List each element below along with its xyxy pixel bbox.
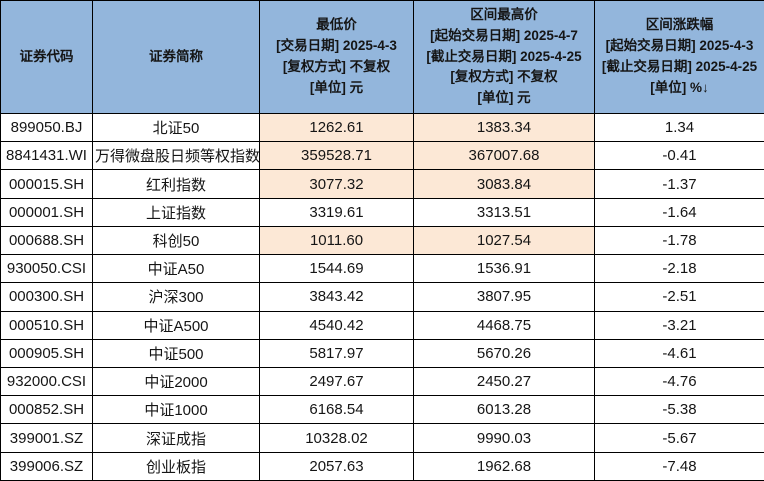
cell-code: 932000.CSI	[0, 366, 93, 397]
cell-high: 9990.03	[413, 423, 595, 453]
header-row: 证券代码 证券简称 最低价 [交易日期] 2025-4-3 [复权方式] 不复权…	[0, 0, 764, 114]
cell-low: 3077.32	[259, 169, 414, 199]
cell-name: 中证500	[92, 338, 260, 368]
table-body: 899050.BJ 北证50 1262.61 1383.34 1.34 8841431.W…	[0, 112, 764, 481]
cell-low: 1011.60	[259, 225, 414, 256]
cell-low: 1544.69	[259, 254, 414, 284]
cell-name: 创业板指	[92, 451, 260, 481]
cell-low: 10328.02	[259, 423, 414, 453]
cell-high: 1027.54	[413, 225, 595, 256]
cell-code: 899050.BJ	[0, 112, 93, 143]
column-header-low-price: 最低价 [交易日期] 2025-4-3 [复权方式] 不复权 [单位] 元	[259, 0, 414, 114]
cell-name: 中证A50	[92, 254, 260, 284]
cell-code: 399006.SZ	[0, 451, 93, 481]
cell-name: 中证A500	[92, 310, 260, 340]
cell-code: 000905.SH	[0, 338, 93, 368]
cell-change: -0.41	[594, 141, 764, 171]
cell-low: 1262.61	[259, 112, 414, 143]
cell-code: 8841431.WI	[0, 141, 93, 171]
column-header-range-high-price: 区间最高价 [起始交易日期] 2025-4-7 [截止交易日期] 2025-4-…	[413, 0, 595, 114]
cell-low: 5817.97	[259, 338, 414, 368]
cell-low: 2057.63	[259, 451, 414, 481]
cell-code: 000510.SH	[0, 310, 93, 340]
cell-high: 1536.91	[413, 254, 595, 284]
cell-code: 000001.SH	[0, 197, 93, 227]
table-row: 000015.SH 红利指数 3077.32 3083.84 -1.37	[0, 169, 764, 199]
cell-code: 000852.SH	[0, 395, 93, 425]
cell-low: 3319.61	[259, 197, 414, 227]
table-row: 399001.SZ 深证成指 10328.02 9990.03 -5.67	[0, 423, 764, 453]
cell-high: 3083.84	[413, 169, 595, 199]
cell-change: -3.21	[594, 310, 764, 340]
cell-low: 4540.42	[259, 310, 414, 340]
cell-change: -1.37	[594, 169, 764, 199]
cell-name: 中证2000	[92, 366, 260, 397]
cell-change: 1.34	[594, 112, 764, 143]
cell-name: 中证1000	[92, 395, 260, 425]
cell-code: 000688.SH	[0, 225, 93, 256]
cell-low: 6168.54	[259, 395, 414, 425]
cell-code: 000015.SH	[0, 169, 93, 199]
cell-low: 2497.67	[259, 366, 414, 397]
cell-name: 万得微盘股日频等权指数	[92, 141, 260, 171]
cell-change: -1.64	[594, 197, 764, 227]
cell-name: 深证成指	[92, 423, 260, 453]
cell-high: 6013.28	[413, 395, 595, 425]
cell-name: 红利指数	[92, 169, 260, 199]
table-row: 399006.SZ 创业板指 2057.63 1962.68 -7.48	[0, 451, 764, 481]
cell-change: -2.51	[594, 282, 764, 312]
table-row: 932000.CSI 中证2000 2497.67 2450.27 -4.76	[0, 366, 764, 397]
table-row: 000001.SH 上证指数 3319.61 3313.51 -1.64	[0, 197, 764, 227]
table-row: 000905.SH 中证500 5817.97 5670.26 -4.61	[0, 338, 764, 368]
cell-change: -5.67	[594, 423, 764, 453]
cell-code: 000300.SH	[0, 282, 93, 312]
table-row: 000688.SH 科创50 1011.60 1027.54 -1.78	[0, 225, 764, 256]
column-header-name: 证券简称	[92, 0, 260, 114]
cell-name: 北证50	[92, 112, 260, 143]
cell-code: 930050.CSI	[0, 254, 93, 284]
column-header-code: 证券代码	[0, 0, 93, 114]
cell-high: 4468.75	[413, 310, 595, 340]
cell-name: 科创50	[92, 225, 260, 256]
cell-low: 3843.42	[259, 282, 414, 312]
cell-high: 3313.51	[413, 197, 595, 227]
cell-high: 3807.95	[413, 282, 595, 312]
cell-high: 5670.26	[413, 338, 595, 368]
cell-code: 399001.SZ	[0, 423, 93, 453]
cell-name: 上证指数	[92, 197, 260, 227]
cell-change: -4.76	[594, 366, 764, 397]
cell-change: -7.48	[594, 451, 764, 481]
cell-high: 2450.27	[413, 366, 595, 397]
table-row: 899050.BJ 北证50 1262.61 1383.34 1.34	[0, 112, 764, 143]
cell-change: -5.38	[594, 395, 764, 425]
column-header-range-change: 区间涨跌幅 [起始交易日期] 2025-4-3 [截止交易日期] 2025-4-…	[594, 0, 764, 114]
cell-high: 1383.34	[413, 112, 595, 143]
cell-name: 沪深300	[92, 282, 260, 312]
cell-high: 1962.68	[413, 451, 595, 481]
cell-low: 359528.71	[259, 141, 414, 171]
table-row: 000300.SH 沪深300 3843.42 3807.95 -2.51	[0, 282, 764, 312]
table-row: 000510.SH 中证A500 4540.42 4468.75 -3.21	[0, 310, 764, 340]
cell-change: -1.78	[594, 225, 764, 256]
cell-high: 367007.68	[413, 141, 595, 171]
table-row: 8841431.WI 万得微盘股日频等权指数 359528.71 367007.68-…	[0, 141, 764, 171]
table-row: 930050.CSI 中证A50 1544.69 1536.91 -2.18	[0, 254, 764, 284]
cell-change: -2.18	[594, 254, 764, 284]
table-row: 000852.SH 中证1000 6168.54 6013.28 -5.38	[0, 395, 764, 425]
cell-change: -4.61	[594, 338, 764, 368]
